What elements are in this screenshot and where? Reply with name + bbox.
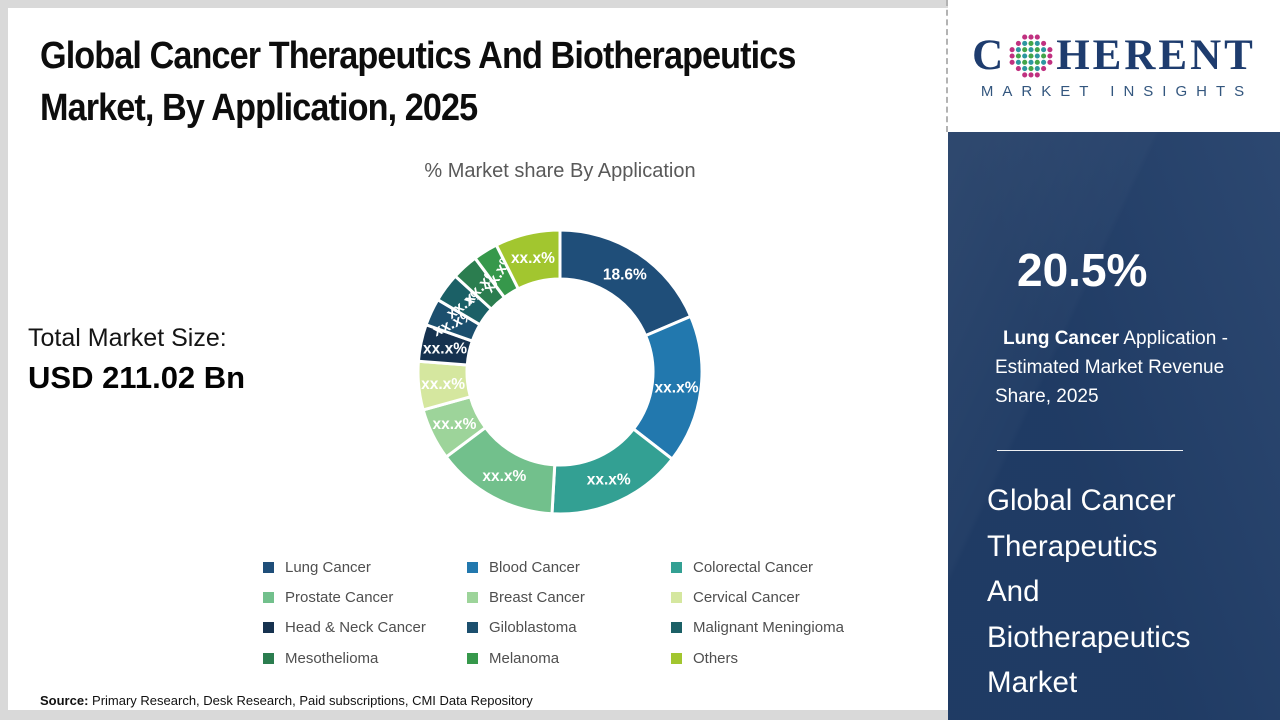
source-text: Primary Research, Desk Research, Paid su… (88, 693, 533, 708)
slide-frame-top (0, 0, 948, 8)
legend-swatch (467, 592, 478, 604)
slice-label-cervical-cancer: xx.x% (421, 376, 465, 393)
legend-swatch (467, 622, 478, 634)
sidebar-market-title-line: Market (987, 666, 1078, 699)
legend-label: Breast Cancer (489, 589, 585, 607)
chart-subtitle: % Market share By Application (424, 160, 696, 182)
legend-label: Others (693, 649, 739, 667)
legend-label: Cervical Cancer (693, 589, 800, 607)
legend-swatch (671, 592, 682, 604)
legend-item-malignant-meningioma: Malignant Meningioma (671, 613, 901, 643)
sidebar-market-title-line: And (987, 575, 1040, 608)
legend-label: Malignant Meningioma (693, 619, 844, 637)
legend-item-mesothelioma: Mesothelioma (263, 643, 467, 673)
page-title-line2: Market, By Application, 2025 (40, 87, 478, 129)
legend-label: Head & Neck Cancer (285, 619, 426, 637)
highlight-description-bold: Lung Cancer (1003, 328, 1120, 349)
legend-swatch (263, 561, 274, 573)
source-label: Source: (40, 693, 89, 708)
legend-label: Prostate Cancer (285, 589, 394, 607)
legend-item-giloblastoma: Giloblastoma (467, 613, 671, 643)
logo-letter-c: C (972, 32, 1007, 79)
legend-label: Blood Cancer (489, 558, 580, 576)
page-title: Global Cancer Therapeutics And Biotherap… (40, 30, 922, 134)
legend-item-melanoma: Melanoma (467, 643, 671, 673)
highlight-description: Lung Cancer Application - Estimated Mark… (995, 324, 1233, 411)
coherent-wordmark: C HERENT (972, 33, 1256, 79)
legend-item-head-neck-cancer: Head & Neck Cancer (263, 613, 467, 643)
legend-swatch (467, 652, 478, 664)
legend-item-others: Others (671, 643, 901, 673)
legend-item-prostate-cancer: Prostate Cancer (263, 582, 467, 612)
slice-label-breast-cancer: xx.x% (433, 416, 477, 433)
chart-legend: Lung Cancer Blood Cancer Colorectal Cancer… (263, 552, 901, 674)
legend-swatch (263, 592, 274, 604)
slice-label-colorectal-cancer: xx.x% (587, 471, 631, 488)
legend-item-colorectal-cancer: Colorectal Cancer (671, 552, 901, 582)
sidebar-market-title-line: Therapeutics (987, 529, 1158, 563)
slice-label-others: xx.x% (511, 250, 555, 267)
donut-chart: 18.6% xx.x% xx.x% xx.x% xx.x% xx.x% xx.x% xx.x%… (416, 228, 704, 516)
source-line: Source: Primary Research, Desk Research,… (40, 693, 533, 708)
sidebar-divider (997, 450, 1183, 451)
legend-swatch (467, 561, 478, 573)
sidebar-market-title: Global Cancer Therapeutics And Biotherapeut… (987, 478, 1190, 706)
highlight-percentage: 20.5% (1017, 244, 1148, 296)
legend-label: Lung Cancer (285, 558, 371, 576)
donut-slice-others (494, 228, 562, 291)
legend-item-breast-cancer: Breast Cancer (467, 582, 671, 612)
sidebar-market-title-line: Biotherapeutics (987, 620, 1191, 654)
slice-label-blood-cancer: xx.x% (655, 380, 699, 397)
total-market-size-value: USD 211.02 Bn (28, 360, 246, 395)
total-market-size-label: Total Market Size: (28, 324, 227, 352)
legend-label: Mesothelioma (285, 649, 379, 667)
slice-label-lung-cancer: 18.6% (603, 266, 647, 283)
legend-swatch (671, 652, 682, 664)
legend-item-blood-cancer: Blood Cancer (467, 552, 671, 582)
legend-label: Giloblastoma (489, 619, 577, 637)
page-title-line1: Global Cancer Therapeutics And Biotherap… (40, 35, 796, 77)
legend-swatch (263, 652, 274, 664)
sidebar-market-title-line: Global Cancer (987, 484, 1176, 517)
slice-label-prostate-cancer: xx.x% (482, 468, 526, 485)
logo-tagline: MARKET INSIGHTS (980, 82, 1254, 100)
slide-frame-bottom (0, 710, 948, 720)
slide-frame-left (0, 0, 8, 720)
coherent-globe-icon (1009, 34, 1053, 77)
legend-swatch (671, 622, 682, 634)
slice-label-head-neck-cancer: xx.x% (423, 340, 467, 357)
legend-item-cervical-cancer: Cervical Cancer (671, 582, 901, 612)
legend-label: Colorectal Cancer (693, 558, 814, 576)
logo-letters-herent: HERENT (1056, 32, 1256, 79)
right-sidebar: 20.5% Lung Cancer Application - Estimate… (948, 132, 1280, 720)
total-market-size-block: Total Market Size: USD 211.02 Bn (28, 324, 245, 396)
coherent-logo: C HERENT MARKET INSIGHTS (948, 0, 1280, 132)
legend-swatch (263, 622, 274, 634)
dashed-divider (946, 0, 948, 132)
legend-item-lung-cancer: Lung Cancer (263, 552, 467, 582)
legend-swatch (671, 561, 682, 573)
legend-label: Melanoma (489, 649, 560, 667)
highlight-description-rest: Application - Estimated Market Revenue S… (995, 328, 1228, 407)
